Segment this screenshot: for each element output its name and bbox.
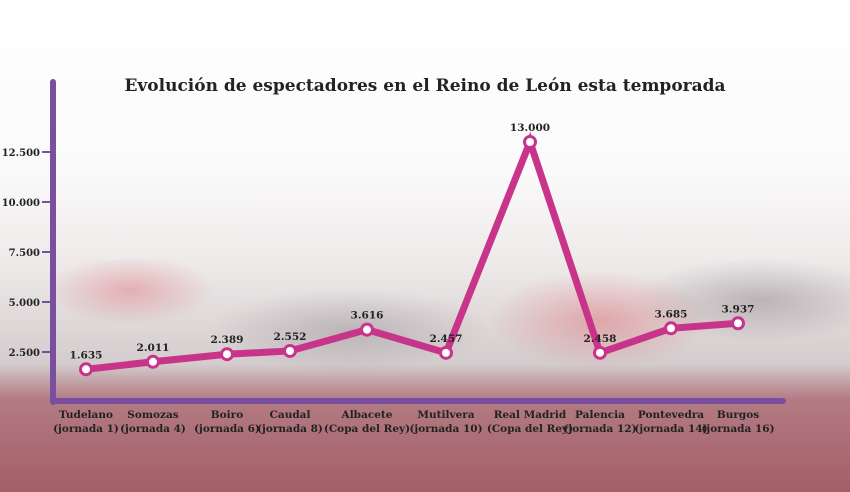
- data-label: 3.937: [722, 303, 755, 315]
- series-line: [85, 131, 739, 373]
- x-category-sublabel: (Copa del Rey): [487, 423, 573, 435]
- x-category-label: Somozas: [127, 409, 178, 421]
- data-point: [439, 345, 453, 360]
- chart-title: Evolución de espectadores en el Reino de…: [124, 76, 725, 96]
- data-point: [593, 345, 607, 360]
- y-tick-label: 12.500: [2, 148, 40, 159]
- x-category-sublabel: (jornada 8): [257, 423, 323, 435]
- x-category-label: Burgos: [717, 409, 759, 421]
- x-category-sublabel: (Copa del Rey): [324, 423, 410, 435]
- data-point: [523, 135, 537, 149]
- x-category-label: Caudal: [270, 409, 311, 421]
- data-label: 2.457: [430, 333, 463, 345]
- y-tick-label: 2.500: [9, 348, 40, 359]
- data-label: 2.458: [584, 333, 617, 345]
- x-category-sublabel: (jornada 16): [701, 423, 774, 435]
- data-label: 3.616: [351, 310, 384, 322]
- data-label: 3.685: [655, 308, 688, 320]
- data-label: 13.000: [510, 122, 550, 134]
- y-tick-label: 10.000: [2, 198, 40, 209]
- x-category-sublabel: (jornada 14): [634, 423, 707, 435]
- x-category-sublabel: (jornada 6): [194, 423, 260, 435]
- x-category-label: Real Madrid: [494, 409, 567, 421]
- y-tick-label: 7.500: [9, 248, 40, 259]
- data-point: [79, 362, 93, 377]
- x-category-sublabel: (jornada 12): [563, 423, 636, 435]
- x-category-label: Albacete: [341, 409, 393, 421]
- data-label: 2.011: [137, 342, 170, 354]
- x-category-sublabel: (jornada 4): [120, 423, 186, 435]
- data-label: 2.389: [211, 334, 244, 346]
- data-point: [146, 354, 160, 369]
- x-category-label: Boiro: [211, 409, 243, 421]
- x-category-sublabel: (jornada 10): [409, 423, 482, 435]
- y-tick-label: 5.000: [9, 298, 40, 309]
- x-category-label: Pontevedra: [638, 409, 704, 421]
- background-crowd-photo: [0, 260, 850, 492]
- x-category-label: Palencia: [575, 409, 625, 421]
- data-label: 1.635: [70, 349, 103, 361]
- data-point: [360, 322, 374, 337]
- x-category-sublabel: (jornada 1): [53, 423, 119, 435]
- data-point: [220, 347, 234, 362]
- data-point: [283, 343, 297, 358]
- data-point: [664, 321, 678, 336]
- x-category-label: Tudelano: [59, 409, 113, 421]
- x-category-label: Mutilvera: [417, 409, 474, 421]
- data-label: 2.552: [274, 331, 307, 343]
- data-point: [731, 316, 745, 331]
